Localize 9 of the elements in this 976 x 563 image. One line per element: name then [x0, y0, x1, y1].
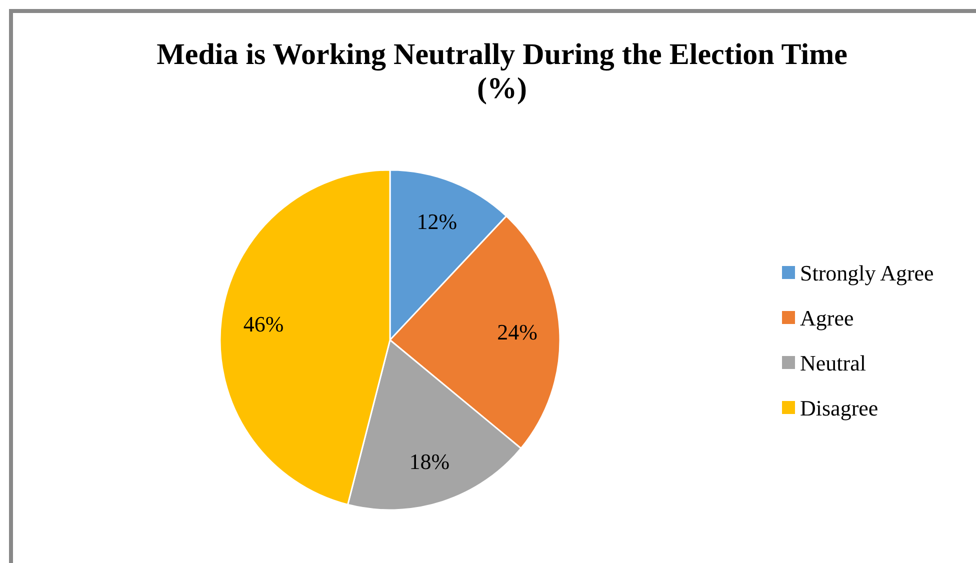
- data-label: 12%: [416, 208, 458, 234]
- legend-label: Agree: [800, 306, 854, 330]
- legend-label: Strongly Agree: [800, 260, 934, 286]
- data-label: 24%: [497, 319, 538, 344]
- legend-label: Neutral: [800, 350, 866, 376]
- legend-label: Disagree: [800, 396, 878, 420]
- data-label: 18%: [409, 448, 450, 474]
- chart-title: Media is Working Neutrally During the Election Time (%): [156, 38, 848, 105]
- data-label: 46%: [243, 312, 284, 337]
